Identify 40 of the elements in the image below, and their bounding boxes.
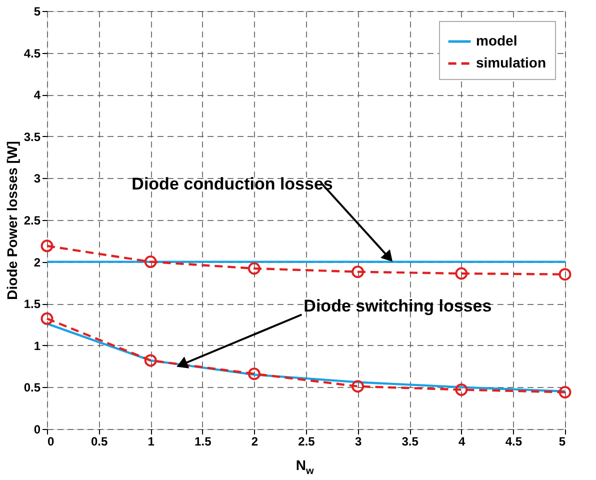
- y-tick-label: 0: [34, 422, 41, 436]
- y-axis-title: Diode Power losses [W]: [4, 141, 20, 300]
- point: [352, 380, 364, 393]
- x-tick-label: 5: [558, 434, 566, 448]
- y-tick-label: 3.5: [24, 130, 41, 144]
- y-tick-label: 1: [34, 338, 41, 353]
- legend-label: model: [476, 32, 518, 48]
- x-tick-label: 0.5: [90, 434, 108, 448]
- point: [40, 240, 54, 252]
- y-tick-label: 0.5: [24, 380, 41, 395]
- point: [144, 354, 157, 367]
- line-series: [46, 322, 566, 392]
- point: [352, 266, 364, 278]
- y-tick-label: 2.5: [24, 214, 41, 228]
- point: [558, 386, 572, 398]
- y-tick-label: 2: [34, 255, 41, 270]
- x-tick-label: 4: [458, 434, 466, 448]
- x-tick-label: 1: [148, 434, 155, 448]
- y-tick-label: 4: [34, 88, 41, 102]
- y-tick-label: 5: [34, 4, 41, 18]
- y-tick-label: 1.5: [24, 297, 41, 312]
- point: [558, 268, 572, 281]
- y-tick-label: 3: [34, 172, 41, 186]
- point: [248, 262, 260, 275]
- legend-label: simulation: [476, 54, 546, 70]
- point: [455, 267, 468, 280]
- annotation: Diode conduction losses: [132, 174, 333, 194]
- x-tick-label: 2.5: [298, 434, 316, 448]
- annotation: Diode switching losses: [304, 296, 492, 316]
- x-tick-label: 3.5: [402, 434, 419, 448]
- point: [455, 383, 468, 396]
- x-tick-label: 1.5: [194, 434, 212, 448]
- point: [248, 368, 260, 380]
- x-tick-label: 2: [251, 434, 258, 448]
- y-tick-label: 4.5: [24, 46, 41, 60]
- point: [144, 256, 157, 268]
- x-tick-label: 3: [354, 434, 362, 448]
- x-tick-label: 4.5: [505, 434, 522, 448]
- x-tick-label: 0: [48, 434, 54, 448]
- point: [40, 312, 54, 325]
